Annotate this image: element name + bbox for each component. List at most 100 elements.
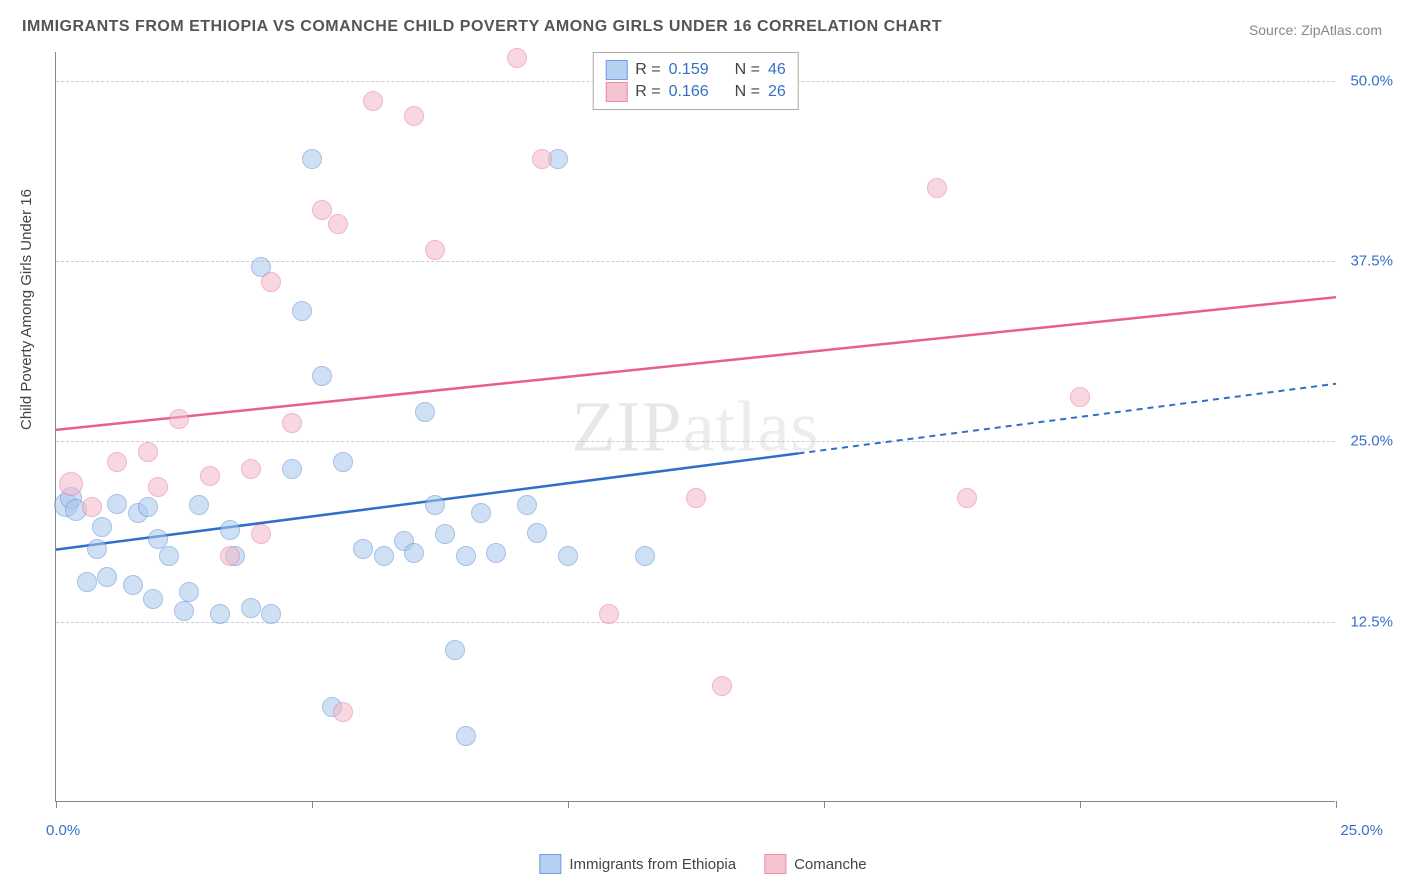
scatter-point [445,640,465,660]
x-axis-min-label: 0.0% [46,822,80,839]
scatter-point [189,495,209,515]
scatter-point [471,503,491,523]
y-tick-label: 12.5% [1338,613,1393,630]
legend-label-a: Immigrants from Ethiopia [569,856,736,873]
scatter-point [333,702,353,722]
scatter-point [425,240,445,260]
x-tick [824,801,825,808]
scatter-point [712,676,732,696]
legend-label-b: Comanche [794,856,867,873]
scatter-point [107,494,127,514]
scatter-point [456,726,476,746]
scatter-point [282,459,302,479]
x-tick [1080,801,1081,808]
scatter-point [292,301,312,321]
scatter-point [353,539,373,559]
scatter-point [59,472,83,496]
scatter-point [374,546,394,566]
scatter-point [138,497,158,517]
scatter-point [148,477,168,497]
gridline [56,441,1335,442]
scatter-point [404,543,424,563]
scatter-point [220,546,240,566]
scatter-point [261,272,281,292]
scatter-point [558,546,578,566]
legend-swatch-b [605,82,627,102]
scatter-point [363,91,383,111]
x-tick [1336,801,1337,808]
scatter-point [456,546,476,566]
x-tick [56,801,57,808]
scatter-point [282,413,302,433]
scatter-point [200,466,220,486]
scatter-point [169,409,189,429]
x-tick [312,801,313,808]
scatter-point [143,589,163,609]
y-tick-label: 37.5% [1338,253,1393,270]
scatter-point [927,178,947,198]
scatter-point [302,149,322,169]
scatter-point [107,452,127,472]
scatter-point [92,517,112,537]
scatter-point [159,546,179,566]
n-label: N = [735,61,760,79]
scatter-point [77,572,97,592]
scatter-point [635,546,655,566]
x-tick [568,801,569,808]
gridline [56,261,1335,262]
plot-area: ZIPatlas 12.5%25.0%37.5%50.0% R = 0.159 … [55,52,1335,802]
y-tick-label: 25.0% [1338,433,1393,450]
scatter-point [333,452,353,472]
n-value-a: 46 [768,61,786,79]
r-label: R = [635,83,660,101]
scatter-point [138,442,158,462]
scatter-point [261,604,281,624]
scatter-point [210,604,230,624]
legend-row-series-a: R = 0.159 N = 46 [605,60,786,80]
scatter-point [957,488,977,508]
scatter-point [251,524,271,544]
legend-row-series-b: R = 0.166 N = 26 [605,82,786,102]
scatter-point [328,214,348,234]
series-legend: Immigrants from Ethiopia Comanche [539,854,866,874]
scatter-point [425,495,445,515]
gridline [56,622,1335,623]
scatter-point [527,523,547,543]
legend-swatch-a [605,60,627,80]
scatter-point [312,366,332,386]
correlation-legend: R = 0.159 N = 46 R = 0.166 N = 26 [592,52,799,110]
legend-swatch-a-icon [539,854,561,874]
scatter-point [435,524,455,544]
trend-lines [56,52,1335,801]
scatter-point [148,529,168,549]
n-label: N = [735,83,760,101]
watermark: ZIPatlas [572,385,820,468]
scatter-point [599,604,619,624]
scatter-point [517,495,537,515]
legend-item-series-a: Immigrants from Ethiopia [539,854,736,874]
scatter-point [404,106,424,126]
legend-item-series-b: Comanche [764,854,867,874]
scatter-point [686,488,706,508]
scatter-point [123,575,143,595]
scatter-point [87,539,107,559]
y-axis-label: Child Poverty Among Girls Under 16 [18,189,35,430]
scatter-point [82,497,102,517]
legend-swatch-b-icon [764,854,786,874]
n-value-b: 26 [768,83,786,101]
scatter-point [97,567,117,587]
scatter-point [179,582,199,602]
scatter-point [241,459,261,479]
source-label: Source: ZipAtlas.com [1249,22,1382,38]
scatter-point [486,543,506,563]
scatter-point [1070,387,1090,407]
scatter-point [532,149,552,169]
chart-title: IMMIGRANTS FROM ETHIOPIA VS COMANCHE CHI… [22,18,942,36]
scatter-point [220,520,240,540]
y-tick-label: 50.0% [1338,72,1393,89]
scatter-point [174,601,194,621]
scatter-point [241,598,261,618]
x-axis-max-label: 25.0% [1340,822,1383,839]
r-value-b: 0.166 [669,83,709,101]
scatter-point [415,402,435,422]
